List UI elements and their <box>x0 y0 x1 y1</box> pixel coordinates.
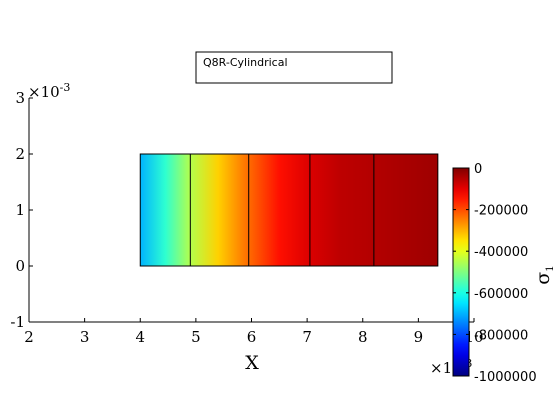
y-multiplier-exp: -3 <box>60 81 71 94</box>
x-axis-label: X <box>245 352 259 374</box>
x-tick-label: 2 <box>24 328 34 346</box>
colorbar-label-base: σ <box>532 272 554 285</box>
x-tick-label: 4 <box>135 328 145 346</box>
y-tick-label: 0 <box>15 257 25 275</box>
x-tick-label: 3 <box>80 328 90 346</box>
y-tick-label: 3 <box>15 89 25 107</box>
x-tick-label: 6 <box>247 328 257 346</box>
mesh-field <box>139 153 439 267</box>
colorbar-tick-label: -800000 <box>474 328 528 343</box>
field-fill <box>139 153 439 267</box>
y-tick-label: 1 <box>15 201 25 219</box>
y-multiplier-base: ×10 <box>28 83 60 101</box>
x-tick-label: 9 <box>414 328 424 346</box>
colorbar-tick-label: -400000 <box>474 245 528 260</box>
colorbar: 0 -200000 -400000 -600000 -800000 -1000000 <box>452 162 537 385</box>
colorbar-tick-label: -200000 <box>474 204 528 219</box>
y-tick-label: -1 <box>10 313 25 331</box>
legend-box-text: Q8R-Cylindrical <box>203 56 288 69</box>
colorbar-tick-label: -1000000 <box>474 370 537 385</box>
legend-box: Q8R-Cylindrical <box>195 51 393 84</box>
x-tick-label: 7 <box>302 328 312 346</box>
y-multiplier: ×10-3 <box>28 81 70 101</box>
colorbar-gradient <box>452 167 470 377</box>
x-tick-label: 5 <box>191 328 201 346</box>
colorbar-tick-label: 0 <box>474 162 482 177</box>
colorbar-label-sub: 1 <box>545 265 556 271</box>
y-tick-label: 2 <box>15 145 25 163</box>
x-tick-label: 8 <box>358 328 368 346</box>
colorbar-tick-label: -600000 <box>474 287 528 302</box>
colorbar-label: σ1 <box>532 265 556 284</box>
